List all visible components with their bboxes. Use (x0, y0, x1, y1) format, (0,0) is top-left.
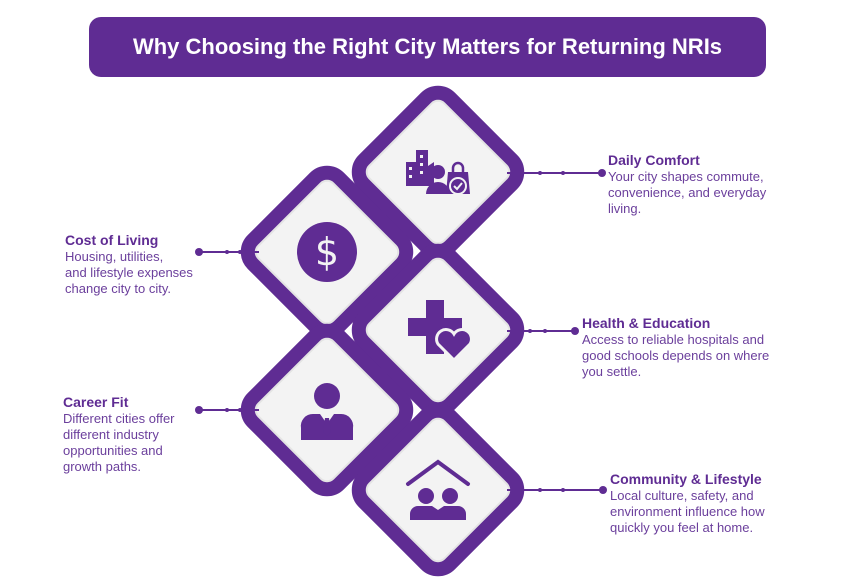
item-title: Career Fit (63, 394, 129, 410)
item-title: Cost of Living (65, 232, 159, 248)
connector-dot (238, 408, 242, 412)
career-fit-block: Career Fit Different cities offer differ… (63, 394, 175, 475)
daily-comfort-connector (507, 172, 602, 174)
item-body: Housing, utilities, and lifestyle expens… (65, 249, 193, 296)
connector-end-dot (598, 169, 606, 177)
cost-of-living-block: Cost of Living Housing, utilities, and l… (65, 232, 193, 297)
page-title: Why Choosing the Right City Matters for … (89, 17, 766, 77)
item-title: Daily Comfort (608, 152, 700, 168)
connector-dot (225, 250, 229, 254)
item-body: Your city shapes commute, convenience, a… (608, 169, 767, 216)
connector-end-dot (599, 486, 607, 494)
connector-dot (538, 171, 542, 175)
connector-end-dot (195, 248, 203, 256)
connector-dot (538, 488, 542, 492)
businessman-icon (300, 383, 354, 440)
connector-dot (561, 171, 565, 175)
svg-text:$: $ (315, 230, 339, 274)
connector-end-dot (195, 406, 203, 414)
home-people-icon (406, 459, 470, 520)
item-title: Community & Lifestyle (610, 471, 762, 487)
dollar-coin-icon: $ (297, 222, 357, 282)
connector-dot (238, 250, 242, 254)
career-fit-connector (199, 409, 259, 411)
connector-dot (543, 329, 547, 333)
item-body: Access to reliable hospitals and good sc… (582, 332, 770, 379)
connector-dot (528, 329, 532, 333)
health-education-connector (507, 330, 575, 332)
cost-of-living-connector (199, 251, 259, 253)
health-education-block: Health & Education Access to reliable ho… (582, 315, 769, 380)
item-body: Different cities offer different industr… (63, 411, 175, 474)
connector-dot (225, 408, 229, 412)
item-body: Local culture, safety, and environment i… (610, 488, 765, 535)
connector-dot (561, 488, 565, 492)
medical-cross-heart-icon (408, 300, 473, 363)
community-lifestyle-block: Community & Lifestyle Local culture, saf… (610, 471, 765, 536)
community-lifestyle-connector (507, 489, 603, 491)
connector-end-dot (571, 327, 579, 335)
daily-comfort-block: Daily Comfort Your city shapes commute, … (608, 152, 766, 217)
item-title: Health & Education (582, 315, 711, 331)
city-person-shopping-bag-icon (406, 150, 470, 195)
